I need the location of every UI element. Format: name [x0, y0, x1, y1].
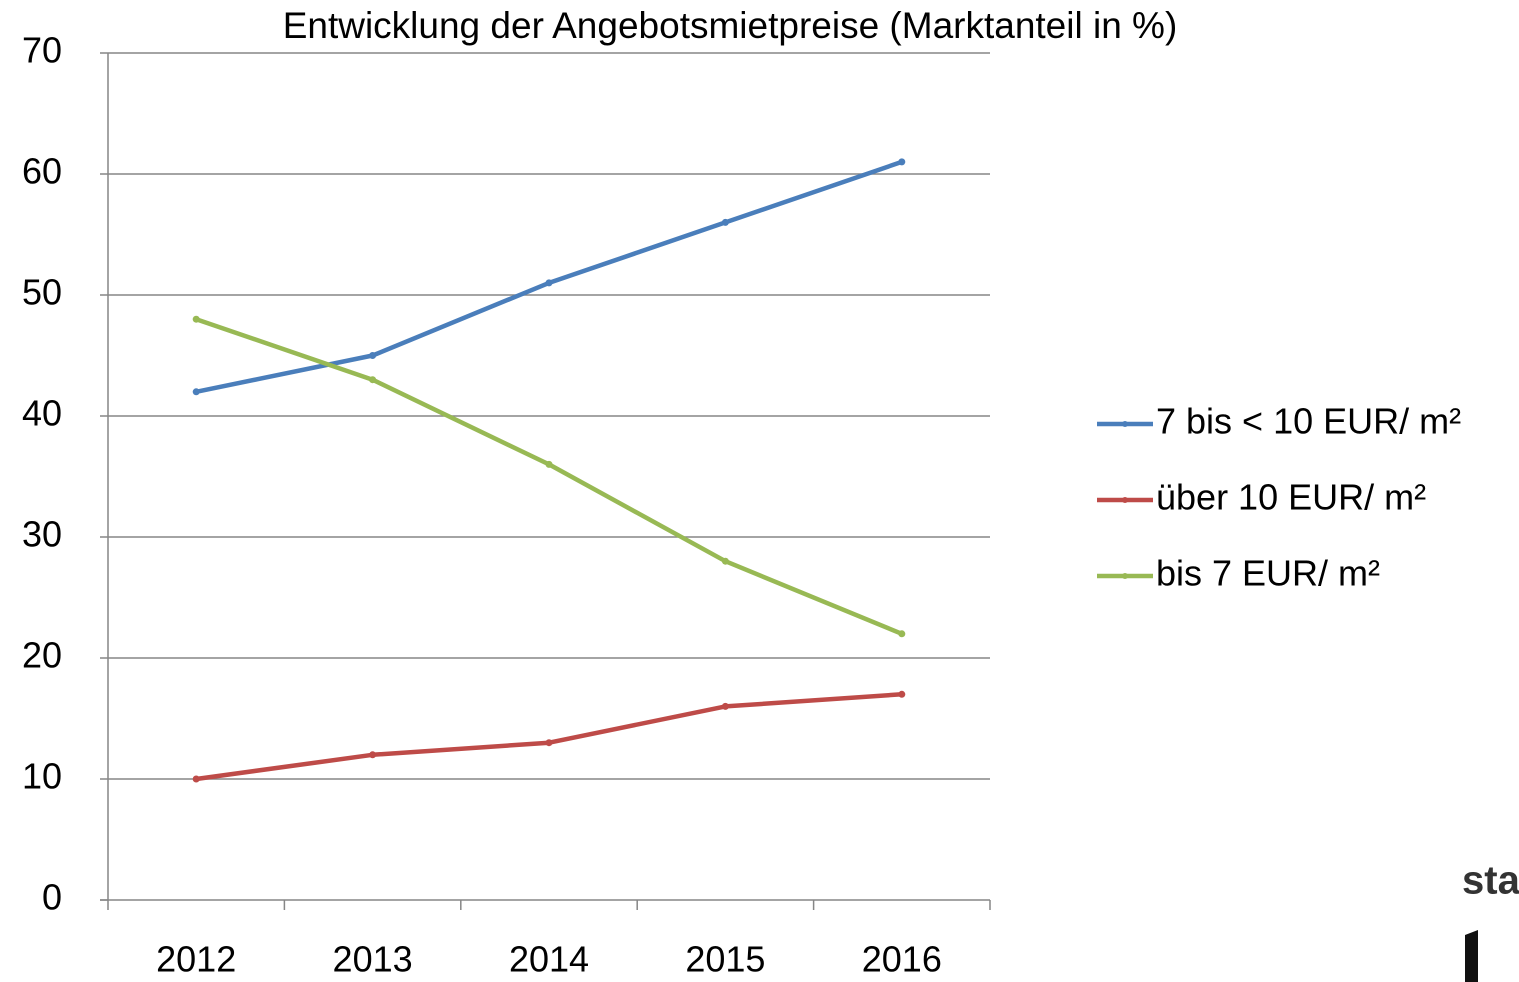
point-marker: [545, 279, 553, 287]
x-tick-label: 2014: [509, 939, 589, 980]
point-marker: [369, 352, 377, 359]
y-tick-label: 60: [22, 151, 62, 192]
point-marker: [898, 630, 906, 638]
y-tick-label: 40: [22, 393, 62, 434]
y-tick-label: 0: [42, 877, 62, 918]
x-tick-label: 2013: [333, 939, 413, 980]
x-tick-label: 2015: [685, 939, 765, 980]
point-marker: [898, 690, 906, 698]
x-tick-label: 2012: [156, 939, 236, 980]
y-tick-label: 30: [22, 514, 62, 555]
x-tick-label: 2016: [862, 939, 942, 980]
legend-label: bis 7 EUR/ m²: [1156, 553, 1380, 594]
y-tick-label: 70: [22, 30, 62, 71]
legend-marker: [1122, 497, 1128, 503]
legend-marker: [1122, 421, 1128, 427]
point-marker: [721, 557, 729, 565]
point-marker: [192, 388, 200, 396]
watermark: sta: [1462, 859, 1519, 903]
point-marker: [369, 376, 377, 384]
series-line: [195, 692, 902, 782]
chart-title: Entwicklung der Angebotsmietpreise (Mark…: [283, 5, 1178, 46]
y-tick-label: 20: [22, 635, 62, 676]
point-marker: [721, 218, 729, 226]
point-marker: [545, 460, 553, 468]
point-marker: [192, 775, 200, 783]
logo-shape: [1465, 930, 1478, 982]
series-line: [195, 317, 903, 636]
y-tick-label: 50: [22, 272, 62, 313]
point-marker: [545, 739, 553, 747]
point-marker: [369, 751, 377, 759]
point-marker: [898, 158, 906, 166]
legend-marker: [1122, 573, 1128, 579]
y-tick-label: 10: [22, 756, 62, 797]
legend-label: über 10 EUR/ m²: [1156, 477, 1426, 518]
point-marker: [192, 315, 200, 323]
legend-label: 7 bis < 10 EUR/ m²: [1156, 401, 1461, 442]
point-marker: [721, 702, 729, 710]
